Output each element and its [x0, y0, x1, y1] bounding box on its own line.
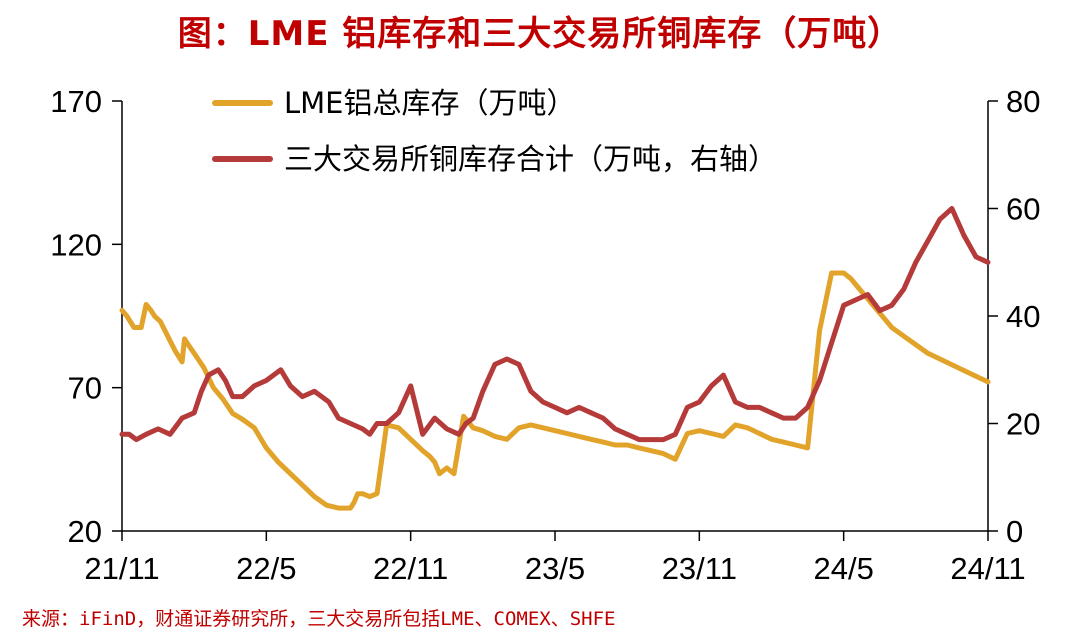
- legend-label: LME铝总库存（万吨）: [284, 86, 576, 120]
- left-y-tick-label: 120: [50, 227, 102, 262]
- x-tick-label: 21/11: [84, 551, 159, 586]
- axes-layer: 20 70 120 170 0 20 40 60 80 21/11 22/5 22/11 23/5 23/…: [50, 84, 1040, 586]
- right-y-tick-label: 0: [1006, 514, 1023, 549]
- x-tick-label: 23/11: [662, 551, 737, 586]
- right-y-tick-label: 80: [1006, 84, 1040, 119]
- left-y-tick-label: 170: [50, 84, 102, 119]
- copper-inventory-line: [119, 206, 991, 443]
- chart-canvas: 20 70 120 170 0 20 40 60 80 21/11 22/5 22/11 23/5 23/…: [50, 84, 1040, 586]
- left-y-tick-label: 20: [68, 514, 102, 549]
- x-tick-label: 22/11: [373, 551, 448, 586]
- right-y-tick-label: 20: [1006, 407, 1040, 442]
- legend: LME铝总库存（万吨） 三大交易所铜库存合计（万吨，右轴）: [212, 86, 777, 176]
- aluminum-inventory-line: [119, 270, 991, 511]
- x-tick-label: 23/5: [525, 551, 585, 586]
- x-tick-label: 22/5: [236, 551, 296, 586]
- source-note: 来源：iFinD，财通证券研究所，三大交易所包括LME、COMEX、SHFE: [22, 608, 616, 630]
- left-y-tick-label: 70: [68, 371, 102, 406]
- x-tick-label: 24/5: [813, 551, 873, 586]
- legend-label: 三大交易所铜库存合计（万吨，右轴）: [284, 142, 777, 176]
- right-y-tick-label: 60: [1006, 192, 1040, 227]
- series-layer: [119, 206, 991, 511]
- right-y-tick-label: 40: [1006, 299, 1040, 334]
- chart-title: 图：LME 铝库存和三大交易所铜库存（万吨）: [177, 14, 903, 54]
- x-tick-label: 24/11: [950, 551, 1025, 586]
